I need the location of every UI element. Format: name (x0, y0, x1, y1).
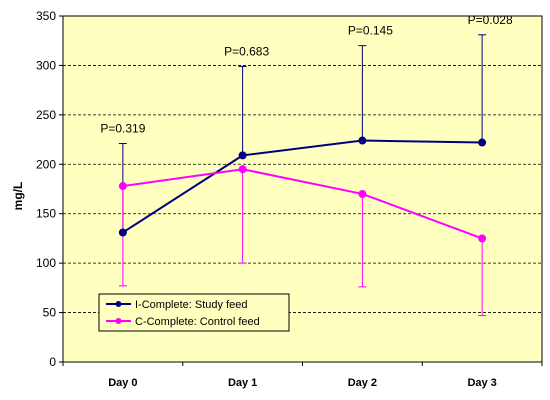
series-line (122, 139, 483, 234)
y-tick-label: 200 (36, 157, 56, 171)
data-point (478, 138, 487, 147)
y-tick-label: 350 (36, 9, 56, 23)
data-points (118, 136, 487, 243)
series-line (122, 168, 483, 240)
data-point (238, 151, 247, 160)
legend-label: C-Complete: Control feed (135, 316, 260, 328)
p-value-annotations: P=0.319 P=0.683 P=0.145 P=0.028 (100, 13, 513, 136)
legend-marker (115, 301, 122, 307)
data-point (118, 182, 127, 191)
y-tick-label: 300 (36, 58, 56, 72)
x-tick-label: Day 0 (108, 377, 137, 389)
data-point (238, 165, 247, 174)
x-tick-label: Day 1 (228, 377, 257, 389)
y-axis-label: mg/L (11, 182, 25, 211)
legend-box (98, 293, 290, 332)
y-tick-label: 50 (43, 306, 57, 320)
p-value-label: P=0.028 (468, 13, 513, 27)
error-bars (118, 34, 487, 317)
legend: I-Complete: Study feed C-Complete: Contro… (98, 293, 290, 332)
data-point (478, 234, 487, 243)
legend-label: I-Complete: Study feed (135, 299, 248, 311)
data-point (118, 228, 127, 237)
x-axis-ticks: Day 0 Day 1 Day 2 Day 3 (62, 362, 543, 389)
p-value-label: P=0.683 (224, 44, 269, 58)
y-tick-label: 100 (36, 256, 56, 270)
series-lines (122, 139, 483, 240)
y-tick-label: 150 (36, 207, 56, 221)
p-value-label: P=0.319 (100, 122, 145, 136)
data-point (358, 189, 367, 198)
y-tick-label: 250 (36, 108, 56, 122)
y-tick-label: 0 (49, 355, 56, 369)
p-value-label: P=0.145 (348, 24, 393, 38)
legend-marker (115, 318, 122, 324)
data-point (358, 136, 367, 145)
x-tick-label: Day 2 (348, 377, 377, 389)
x-tick-label: Day 3 (467, 377, 496, 389)
y-axis-ticks: 0 50 100 150 200 250 300 350 (36, 9, 63, 369)
